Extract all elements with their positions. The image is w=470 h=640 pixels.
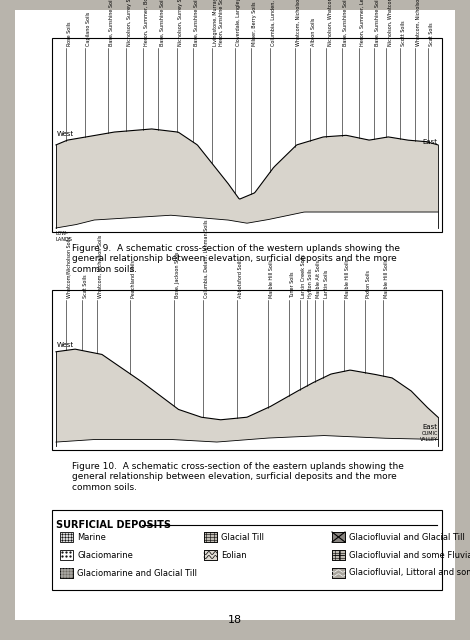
Text: Nicholson, Whatcom Soils: Nicholson, Whatcom Soils xyxy=(328,0,332,46)
Text: LOW-
LANDS: LOW- LANDS xyxy=(56,232,73,242)
Text: SURFICIAL DEPOSITS: SURFICIAL DEPOSITS xyxy=(56,520,171,530)
Text: Glaciofluvial, Littoral and some Fluvial: Glaciofluvial, Littoral and some Fluvial xyxy=(349,568,470,577)
Text: Marble Ait Soils: Marble Ait Soils xyxy=(316,260,321,298)
PathPatch shape xyxy=(56,349,438,442)
Bar xyxy=(332,568,345,578)
Bar xyxy=(52,510,442,590)
Bar xyxy=(332,568,345,578)
Text: Peachland Soils: Peachland Soils xyxy=(132,260,136,298)
Text: Milner, Berry Soils: Milner, Berry Soils xyxy=(252,1,257,46)
Text: 18: 18 xyxy=(228,615,242,625)
PathPatch shape xyxy=(56,129,438,228)
Bar xyxy=(332,532,345,542)
Bar xyxy=(60,532,73,542)
Text: Whatcom, Nicholson Soils: Whatcom, Nicholson Soils xyxy=(98,235,103,298)
Text: Glacial Till: Glacial Till xyxy=(221,532,264,541)
Bar xyxy=(204,532,217,542)
PathPatch shape xyxy=(56,212,438,228)
Bar xyxy=(204,550,217,560)
Text: Tuner Soils: Tuner Soils xyxy=(290,271,295,298)
Text: Scat Soils: Scat Soils xyxy=(430,22,434,46)
Text: Whatcom, Nicholson Soils: Whatcom, Nicholson Soils xyxy=(416,0,421,46)
Text: East: East xyxy=(422,139,437,145)
Text: Nicholson, Surrey Soils: Nicholson, Surrey Soils xyxy=(127,0,132,46)
Text: Glaciofluvial and some Fluvial: Glaciofluvial and some Fluvial xyxy=(349,550,470,559)
Text: Scat Soils: Scat Soils xyxy=(83,275,88,298)
Bar xyxy=(60,568,73,578)
Text: Figure 9.  A schematic cross-section of the western uplands showing the
general : Figure 9. A schematic cross-section of t… xyxy=(72,244,400,274)
Text: Livingstone, Murrayville,
Heron, Sunshine Soils: Livingstone, Murrayville, Heron, Sunshin… xyxy=(213,0,224,46)
Text: Marine: Marine xyxy=(77,532,106,541)
Text: Marble Hill Soils: Marble Hill Soils xyxy=(269,259,274,298)
Text: Glaciomarine: Glaciomarine xyxy=(77,550,133,559)
Text: Nicholson, Whatcom Soils: Nicholson, Whatcom Soils xyxy=(387,0,392,46)
Text: Cloverdale, Langley Soils: Cloverdale, Langley Soils xyxy=(236,0,241,46)
Bar xyxy=(52,38,442,232)
Text: Glaciofluvial and Glacial Till: Glaciofluvial and Glacial Till xyxy=(349,532,465,541)
Text: Hytton Soils: Hytton Soils xyxy=(308,268,313,298)
Text: Whatcom, Nicholson Soils: Whatcom, Nicholson Soils xyxy=(296,0,301,46)
Text: Base, Sunshine Soils: Base, Sunshine Soils xyxy=(109,0,114,46)
Bar xyxy=(60,550,73,560)
Text: Scott Soils: Scott Soils xyxy=(401,20,406,46)
Text: Capilano Soils: Capilano Soils xyxy=(86,12,91,46)
Text: Base, Sunshine Soils: Base, Sunshine Soils xyxy=(375,0,380,46)
Text: Lantin Soils: Lantin Soils xyxy=(324,269,329,298)
Text: Base, Sunshine Soils: Base, Sunshine Soils xyxy=(343,0,348,46)
Text: Eolian: Eolian xyxy=(221,550,247,559)
Text: West: West xyxy=(57,342,74,348)
Text: Columbia, Lunden, Abbotsford Soils: Columbia, Lunden, Abbotsford Soils xyxy=(271,0,276,46)
Bar xyxy=(332,550,345,560)
Text: Heron, Summer, Lehman Soils: Heron, Summer, Lehman Soils xyxy=(360,0,365,46)
Text: Marble Hill Soils: Marble Hill Soils xyxy=(384,259,389,298)
Bar xyxy=(52,290,442,450)
Text: Pixton Soils: Pixton Soils xyxy=(366,270,371,298)
Text: Nicholson, Surrey Soils: Nicholson, Surrey Soils xyxy=(179,0,183,46)
Text: Base, Sunshine Soils: Base, Sunshine Soils xyxy=(159,0,164,46)
Text: Albion Soils: Albion Soils xyxy=(311,18,316,46)
Text: Glaciomarine and Glacial Till: Glaciomarine and Glacial Till xyxy=(77,568,197,577)
Text: Abbotsford Soils: Abbotsford Soils xyxy=(238,258,243,298)
Bar xyxy=(204,550,217,560)
Text: Figure 10.  A schematic cross-section of the eastern uplands showing the
general: Figure 10. A schematic cross-section of … xyxy=(72,462,404,492)
Text: Heron, Summer, Bosley Soils: Heron, Summer, Bosley Soils xyxy=(144,0,149,46)
Text: Rose Soils: Rose Soils xyxy=(67,22,71,46)
Bar xyxy=(332,532,345,542)
Bar xyxy=(60,568,73,578)
Text: East: East xyxy=(422,424,437,430)
Text: West: West xyxy=(57,131,74,137)
Text: Marble Hill Soils: Marble Hill Soils xyxy=(345,259,351,298)
Bar xyxy=(204,532,217,542)
Text: Larkin Creek Soils: Larkin Creek Soils xyxy=(301,254,306,298)
Text: Bose, Jackson Soils: Bose, Jackson Soils xyxy=(175,252,180,298)
Text: OUMIC
VALLEY: OUMIC VALLEY xyxy=(420,431,438,442)
Text: Base, Sunshine Soils: Base, Sunshine Soils xyxy=(194,0,199,46)
Bar xyxy=(332,550,345,560)
PathPatch shape xyxy=(56,436,438,442)
Text: Whatcom/Nicholson Soils: Whatcom/Nicholson Soils xyxy=(67,236,71,298)
Text: Columbia, Delatir, Lehman Soils: Columbia, Delatir, Lehman Soils xyxy=(204,220,209,298)
